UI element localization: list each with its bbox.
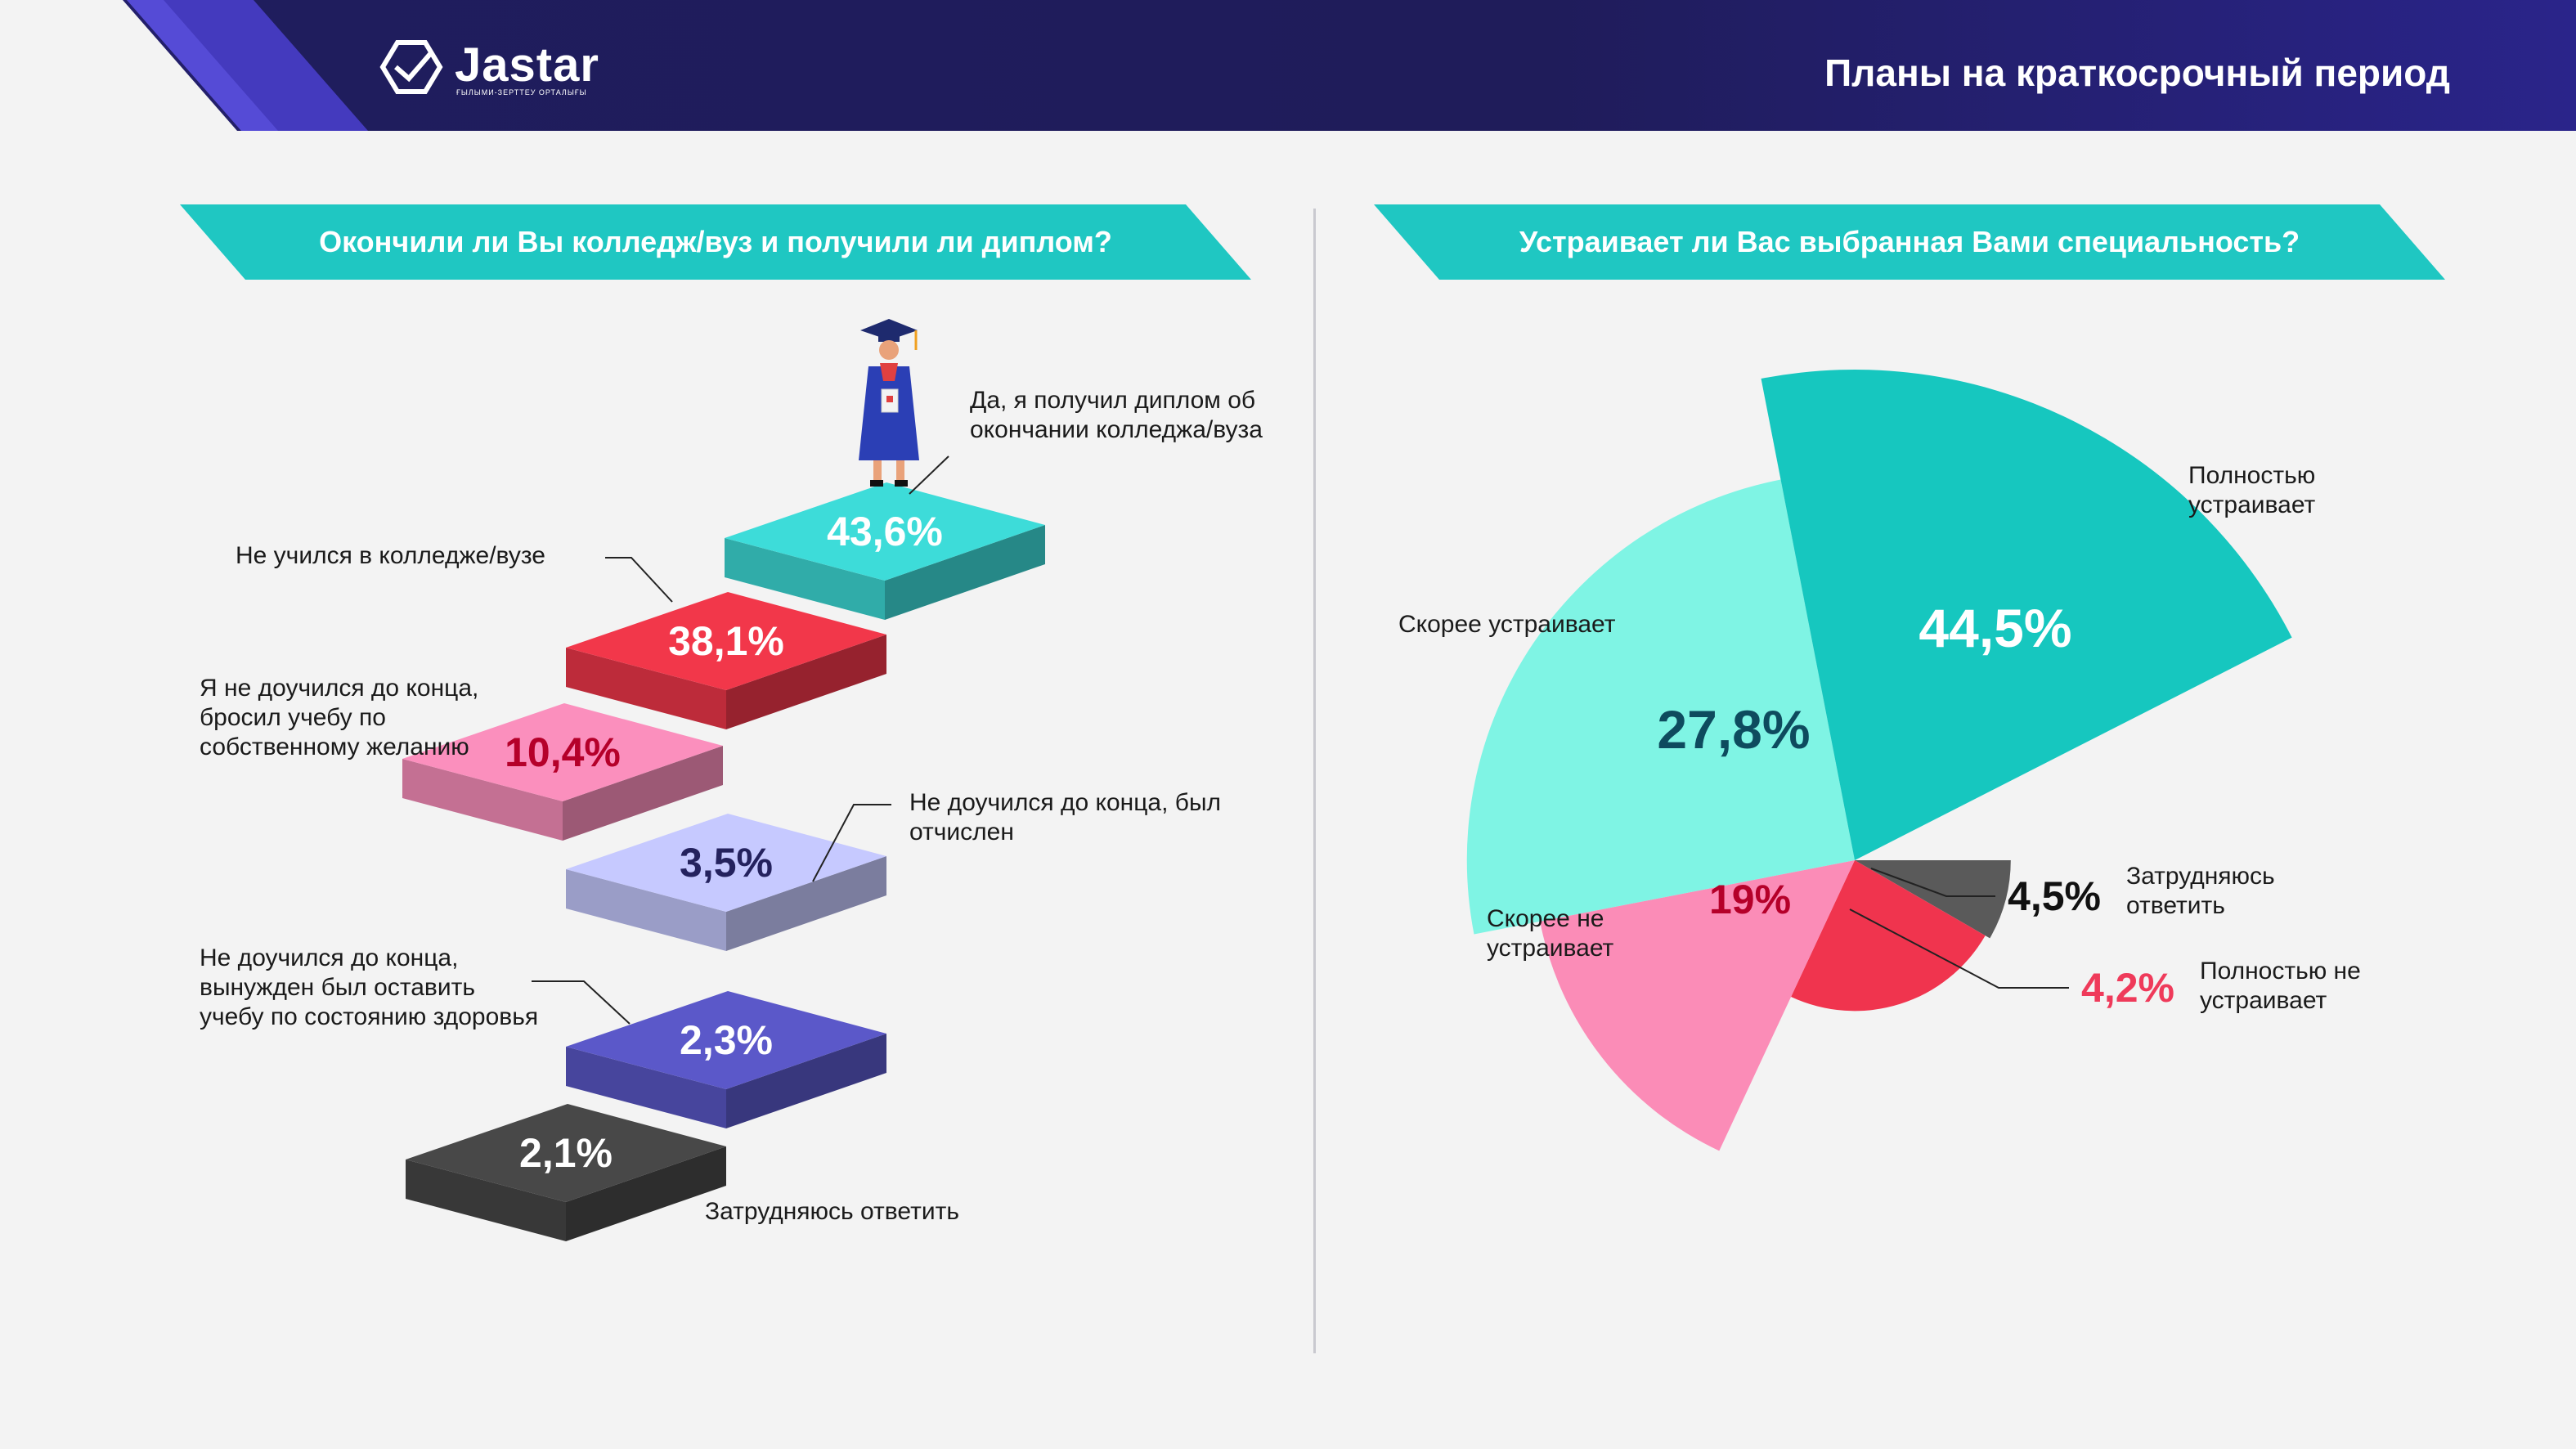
stair-label-6: Затрудняюсь ответить: [705, 1198, 959, 1225]
stair-step-6: [406, 1104, 726, 1241]
pie-slice-1: [1761, 370, 2292, 860]
question-banner-left: Окончили ли Вы колледж/вуз и получили ли…: [180, 204, 1251, 280]
pie-value-2: 27,8%: [1657, 699, 1811, 760]
jastar-logo-icon: [379, 40, 443, 94]
stairs-chart: [402, 455, 1045, 1241]
pie-label-3: Скорее не устраивает: [1487, 905, 1614, 962]
graduate-icon: [859, 319, 919, 487]
pie-slice-4: [1791, 860, 1986, 1012]
stair-step-5: [566, 991, 886, 1128]
pie-label-4: Полностью не устраивает: [2200, 958, 2361, 1014]
stair-value-1: 43,6%: [827, 509, 943, 554]
stair-value-6: 2,1%: [519, 1130, 613, 1176]
stair-step-1: [725, 482, 1045, 620]
question-left-text: Окончили ли Вы колледж/вуз и получили ли…: [319, 225, 1112, 258]
section-divider: [1313, 209, 1316, 1353]
header-bar: Jastar ҒЫЛЫМИ-ЗЕРТТЕУ ОРТАЛЫҒЫ Планы на …: [0, 0, 2576, 131]
header-stripe: [0, 0, 368, 131]
stair-leader-line-1: [909, 455, 949, 495]
logo-wordmark: Jastar: [455, 38, 599, 92]
pie-value-3: 19%: [1708, 877, 1792, 922]
pie-value-4: 4,2%: [2081, 965, 2174, 1011]
pie-slice-5: [1855, 860, 2011, 939]
pie-value-5: 4,5%: [2008, 873, 2101, 919]
stair-step-2: [566, 592, 886, 729]
stair-label-3: Я не доучился до конца, бросил учебу по …: [200, 675, 479, 760]
pie-slice-3: [1540, 860, 1855, 1151]
pie-leader-line-2: [1849, 908, 2069, 989]
pie-label-1: Полностью устраивает: [2188, 462, 2316, 518]
stair-value-2: 38,1%: [668, 618, 784, 664]
pie-label-2: Скорее устраивает: [1398, 611, 1616, 638]
stair-label-2: Не учился в колледже/вузе: [236, 542, 545, 569]
pie-label-5: Затрудняюсь ответить: [2126, 863, 2275, 919]
stair-value-3: 10,4%: [505, 729, 621, 775]
page-title: Планы на краткосрочный период: [1824, 52, 2450, 94]
stair-label-4: Не доучился до конца, был отчислен: [909, 789, 1222, 846]
stair-step-3: [402, 703, 723, 841]
stair-leader-line-4: [532, 980, 631, 1025]
stair-value-4: 3,5%: [680, 840, 773, 886]
stair-label-1: Да, я получил диплом об окончании коллед…: [970, 387, 1263, 443]
stair-label-5: Не доучился до конца, вынужден был остав…: [200, 944, 539, 1030]
pie-slice-2: [1466, 479, 1855, 935]
stair-leader-line-3: [812, 804, 891, 882]
logo-subtitle: ҒЫЛЫМИ-ЗЕРТТЕУ ОРТАЛЫҒЫ: [456, 88, 587, 96]
stair-step-4: [566, 814, 886, 951]
stair-value-5: 2,3%: [680, 1017, 773, 1063]
pie-leader-line-1: [1870, 868, 1995, 897]
pie-value-1: 44,5%: [1919, 598, 2072, 658]
stair-leader-line-2: [605, 557, 673, 603]
question-right-text: Устраивает ли Вас выбранная Вами специал…: [1519, 225, 2300, 258]
question-banner-right: Устраивает ли Вас выбранная Вами специал…: [1374, 204, 2445, 280]
